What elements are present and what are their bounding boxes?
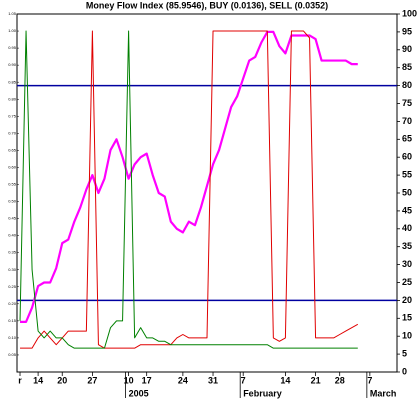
y2-tick-label: 10 [402, 331, 412, 341]
y-tick-label: 0.90 [8, 62, 17, 67]
y2-tick-label: 5 [402, 348, 407, 358]
y2-tick-label: 55 [402, 169, 412, 179]
y2-tick-label: 70 [402, 116, 412, 126]
y2-tick-label: 85 [402, 62, 412, 72]
y-tick-label: 0.20 [8, 301, 17, 306]
y2-tick-label: 30 [402, 259, 412, 269]
y2-tick-label: 95 [402, 26, 412, 36]
y-tick-label: 0.25 [8, 284, 17, 289]
y2-tick-label: 20 [402, 295, 412, 305]
y2-tick-label: 65 [402, 134, 412, 144]
y-tick-label: 0.55 [8, 182, 17, 187]
x-tick-label: 10 [124, 375, 134, 385]
x-tick-label: 27 [87, 375, 97, 385]
chart-title: Money Flow Index (85.9546), BUY (0.0136)… [86, 0, 328, 10]
y2-tick-label: 60 [402, 152, 412, 162]
y-tick-label: 0.40 [8, 233, 17, 238]
y-tick-label: 0.85 [8, 79, 17, 84]
y2-tick-label: 50 [402, 187, 412, 197]
y-tick-label: 0.70 [8, 130, 17, 135]
x-tick-label: 21 [311, 375, 321, 385]
y2-tick-label: 15 [402, 313, 412, 323]
y-tick-label: 0.95 [8, 45, 17, 50]
y2-tick-label: 90 [402, 44, 412, 54]
plot-frame [16, 13, 398, 373]
x-tick-label: 7 [241, 375, 246, 385]
y2-tick-label: 25 [402, 277, 412, 287]
y-tick-label: 0.80 [8, 96, 17, 101]
x-tick-label: 20 [57, 375, 67, 385]
x-tick-label: 17 [142, 375, 152, 385]
x-tick-label: r [18, 375, 22, 385]
period-label: March [370, 388, 397, 398]
series-line [20, 30, 359, 349]
y-tick-label: 0.30 [8, 267, 17, 272]
series-line [19, 30, 358, 349]
y-tick-label: 1.05 [8, 11, 17, 16]
y-tick-label: 1.00 [8, 28, 17, 33]
y-tick-label: 0.75 [8, 113, 17, 118]
y-tick-label: 0.10 [8, 335, 17, 340]
y2-tick-label: 0 [402, 366, 407, 376]
x-tick-label: 14 [280, 375, 290, 385]
y-tick-label: 0.60 [8, 164, 17, 169]
y-tick-label: 0.05 [8, 352, 17, 357]
x-tick-label: 28 [335, 375, 345, 385]
y-tick-label: 0.65 [8, 147, 17, 152]
y-tick-label: 0.45 [8, 216, 17, 221]
series-line [20, 30, 358, 323]
x-tick-label: 24 [178, 375, 188, 385]
y2-tick-label: 100 [402, 8, 417, 18]
x-tick-label: 31 [208, 375, 218, 385]
y-tick-label: 0.35 [8, 250, 17, 255]
y2-tick-label: 80 [402, 80, 412, 90]
y2-tick-label: 35 [402, 241, 412, 251]
x-tick-label: 14 [33, 375, 43, 385]
period-label: 2005 [129, 388, 149, 398]
x-tick-label: 7 [367, 375, 372, 385]
y-tick-label: 0.15 [8, 318, 17, 323]
y2-tick-label: 40 [402, 223, 412, 233]
y2-tick-label: 45 [402, 205, 412, 215]
y2-tick-label: 75 [402, 98, 412, 108]
period-label: February [243, 388, 282, 398]
y-tick-label: 0.50 [8, 199, 17, 204]
